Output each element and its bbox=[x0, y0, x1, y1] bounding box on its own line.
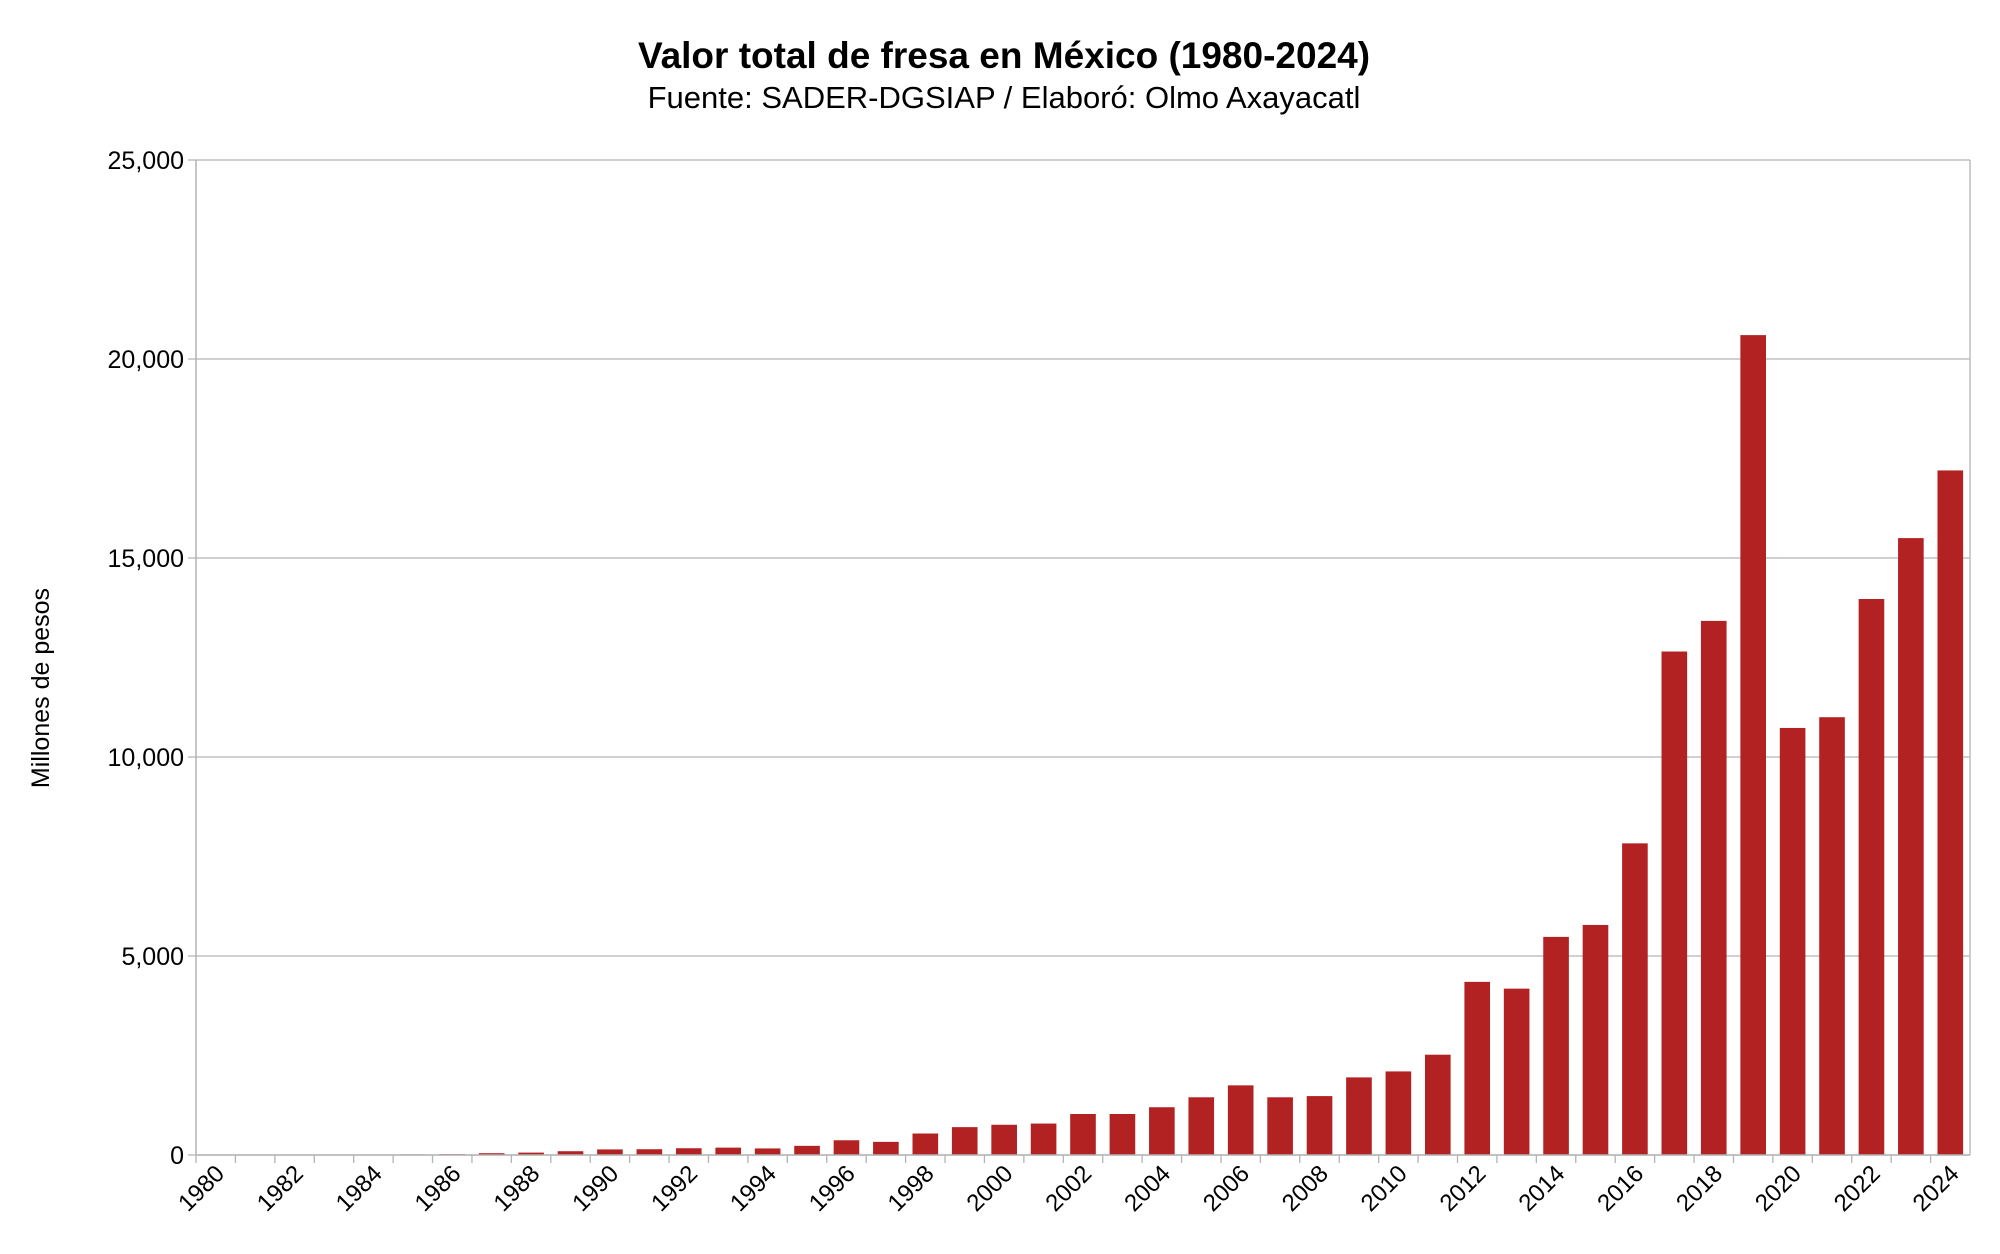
x-tick-label: 2016 bbox=[1592, 1160, 1649, 1217]
bar-2014 bbox=[1543, 937, 1569, 1155]
bar-2005 bbox=[1188, 1097, 1214, 1155]
x-tick-label: 2024 bbox=[1908, 1160, 1965, 1217]
bar-2015 bbox=[1583, 925, 1609, 1155]
x-tick-label: 1990 bbox=[567, 1160, 624, 1217]
bar-2023 bbox=[1898, 538, 1924, 1155]
x-tick-label: 2004 bbox=[1119, 1160, 1176, 1217]
chart-subtitle: Fuente: SADER-DGSIAP / Elaboró: Olmo Axa… bbox=[648, 80, 1361, 115]
x-tick-label: 2000 bbox=[962, 1160, 1019, 1217]
x-tick-label: 1984 bbox=[331, 1160, 388, 1217]
bar-2008 bbox=[1307, 1096, 1333, 1155]
x-tick-label: 1996 bbox=[804, 1160, 861, 1217]
bar-2011 bbox=[1425, 1055, 1451, 1155]
bar-1993 bbox=[715, 1148, 741, 1155]
bar-2009 bbox=[1346, 1077, 1372, 1155]
bar-2013 bbox=[1504, 989, 1530, 1155]
x-tick-label: 2002 bbox=[1040, 1160, 1097, 1217]
x-tick-label: 1992 bbox=[646, 1160, 703, 1217]
x-tick-label: 2008 bbox=[1277, 1160, 1334, 1217]
x-tick-label: 1982 bbox=[252, 1160, 309, 1217]
bar-1999 bbox=[952, 1127, 978, 1155]
bar-1994 bbox=[755, 1148, 781, 1155]
chart-title: Valor total de fresa en México (1980-202… bbox=[638, 35, 1370, 76]
y-tick-label: 25,000 bbox=[108, 147, 184, 175]
bar-1991 bbox=[637, 1149, 663, 1155]
bar-1998 bbox=[912, 1134, 938, 1155]
y-tick-label: 0 bbox=[170, 1142, 184, 1170]
x-tick-label: 1994 bbox=[725, 1160, 782, 1217]
y-tick-label: 10,000 bbox=[108, 744, 184, 772]
bar-1992 bbox=[676, 1148, 702, 1155]
x-tick-label: 2020 bbox=[1750, 1160, 1807, 1217]
y-axis-label: Millones de pesos bbox=[27, 588, 55, 788]
bar-2017 bbox=[1662, 652, 1688, 1155]
bar-1990 bbox=[597, 1149, 623, 1155]
bar-2002 bbox=[1070, 1114, 1096, 1155]
bar-1995 bbox=[794, 1146, 820, 1155]
bar-2012 bbox=[1464, 982, 1490, 1155]
x-tick-label: 2022 bbox=[1829, 1160, 1886, 1217]
bar-2004 bbox=[1149, 1107, 1175, 1155]
x-tick-label: 2014 bbox=[1513, 1160, 1570, 1217]
bar-2020 bbox=[1780, 728, 1806, 1155]
bar-2003 bbox=[1110, 1114, 1136, 1155]
bar-2019 bbox=[1740, 335, 1766, 1155]
bar-2000 bbox=[991, 1125, 1017, 1155]
bar-2001 bbox=[1031, 1124, 1057, 1155]
x-tick-label: 1998 bbox=[883, 1160, 940, 1217]
x-tick-label: 1988 bbox=[488, 1160, 545, 1217]
x-tick-label: 2012 bbox=[1435, 1160, 1492, 1217]
x-tick-label: 2018 bbox=[1671, 1160, 1728, 1217]
x-tick-label: 1986 bbox=[410, 1160, 467, 1217]
bar-2016 bbox=[1622, 843, 1648, 1155]
bar-2006 bbox=[1228, 1085, 1254, 1155]
x-tick-label: 2010 bbox=[1356, 1160, 1413, 1217]
x-tick-label: 2006 bbox=[1198, 1160, 1255, 1217]
y-tick-label: 15,000 bbox=[108, 545, 184, 573]
bar-2024 bbox=[1937, 470, 1963, 1155]
bar-2021 bbox=[1819, 717, 1845, 1155]
bar-2018 bbox=[1701, 621, 1727, 1155]
bar-2022 bbox=[1859, 599, 1885, 1155]
bar-2010 bbox=[1386, 1071, 1412, 1155]
bar-1997 bbox=[873, 1142, 899, 1155]
bar-1996 bbox=[834, 1140, 860, 1155]
y-tick-label: 20,000 bbox=[108, 346, 184, 374]
bar-2007 bbox=[1267, 1097, 1293, 1155]
y-tick-label: 5,000 bbox=[121, 943, 184, 971]
